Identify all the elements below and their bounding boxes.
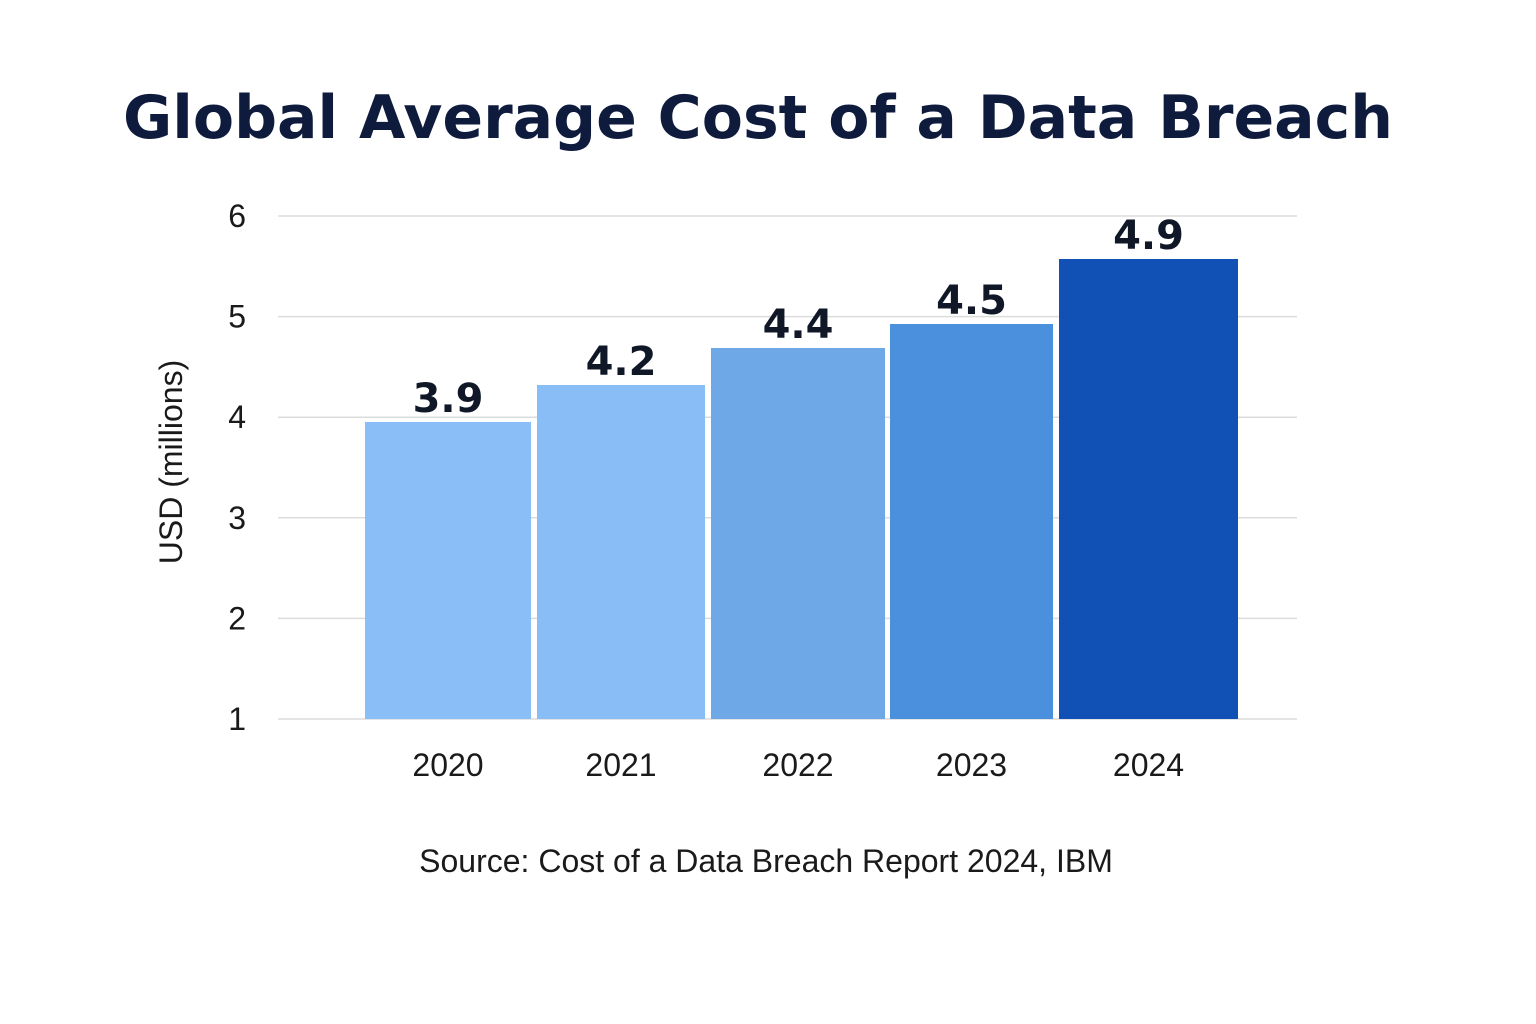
x-tick-label-2022: 2022 <box>762 747 833 783</box>
bar-2020 <box>365 422 531 719</box>
x-axis-ticks: 2020 2021 2022 2023 2024 <box>412 747 1184 783</box>
data-labels: 3.9 4.2 4.4 4.5 4.9 <box>413 213 1184 422</box>
y-tick-label-2: 2 <box>228 600 246 636</box>
bar-2022 <box>711 348 885 719</box>
y-tick-label-6: 6 <box>228 198 246 234</box>
bar-2021 <box>537 385 705 719</box>
source-note: Source: Cost of a Data Breach Report 202… <box>419 843 1113 879</box>
y-tick-label-5: 5 <box>228 299 246 335</box>
x-tick-label-2024: 2024 <box>1113 747 1184 783</box>
data-label-2021: 4.2 <box>586 339 657 385</box>
x-tick-label-2021: 2021 <box>585 747 656 783</box>
bar-2024 <box>1059 259 1238 719</box>
chart-title: Global Average Cost of a Data Breach <box>123 83 1393 153</box>
data-label-2023: 4.5 <box>936 278 1007 324</box>
data-label-2020: 3.9 <box>413 376 484 422</box>
data-label-2022: 4.4 <box>763 302 834 348</box>
y-tick-label-4: 4 <box>228 399 246 435</box>
bars <box>365 259 1238 719</box>
y-axis-ticks: 1 2 3 4 5 6 <box>228 198 246 737</box>
x-tick-label-2020: 2020 <box>412 747 483 783</box>
data-label-2024: 4.9 <box>1113 213 1184 259</box>
y-tick-label-1: 1 <box>228 701 246 737</box>
y-tick-label-3: 3 <box>228 500 246 536</box>
bar-2023 <box>890 324 1053 719</box>
x-tick-label-2023: 2023 <box>936 747 1007 783</box>
y-axis-label: USD (millions) <box>153 360 189 564</box>
